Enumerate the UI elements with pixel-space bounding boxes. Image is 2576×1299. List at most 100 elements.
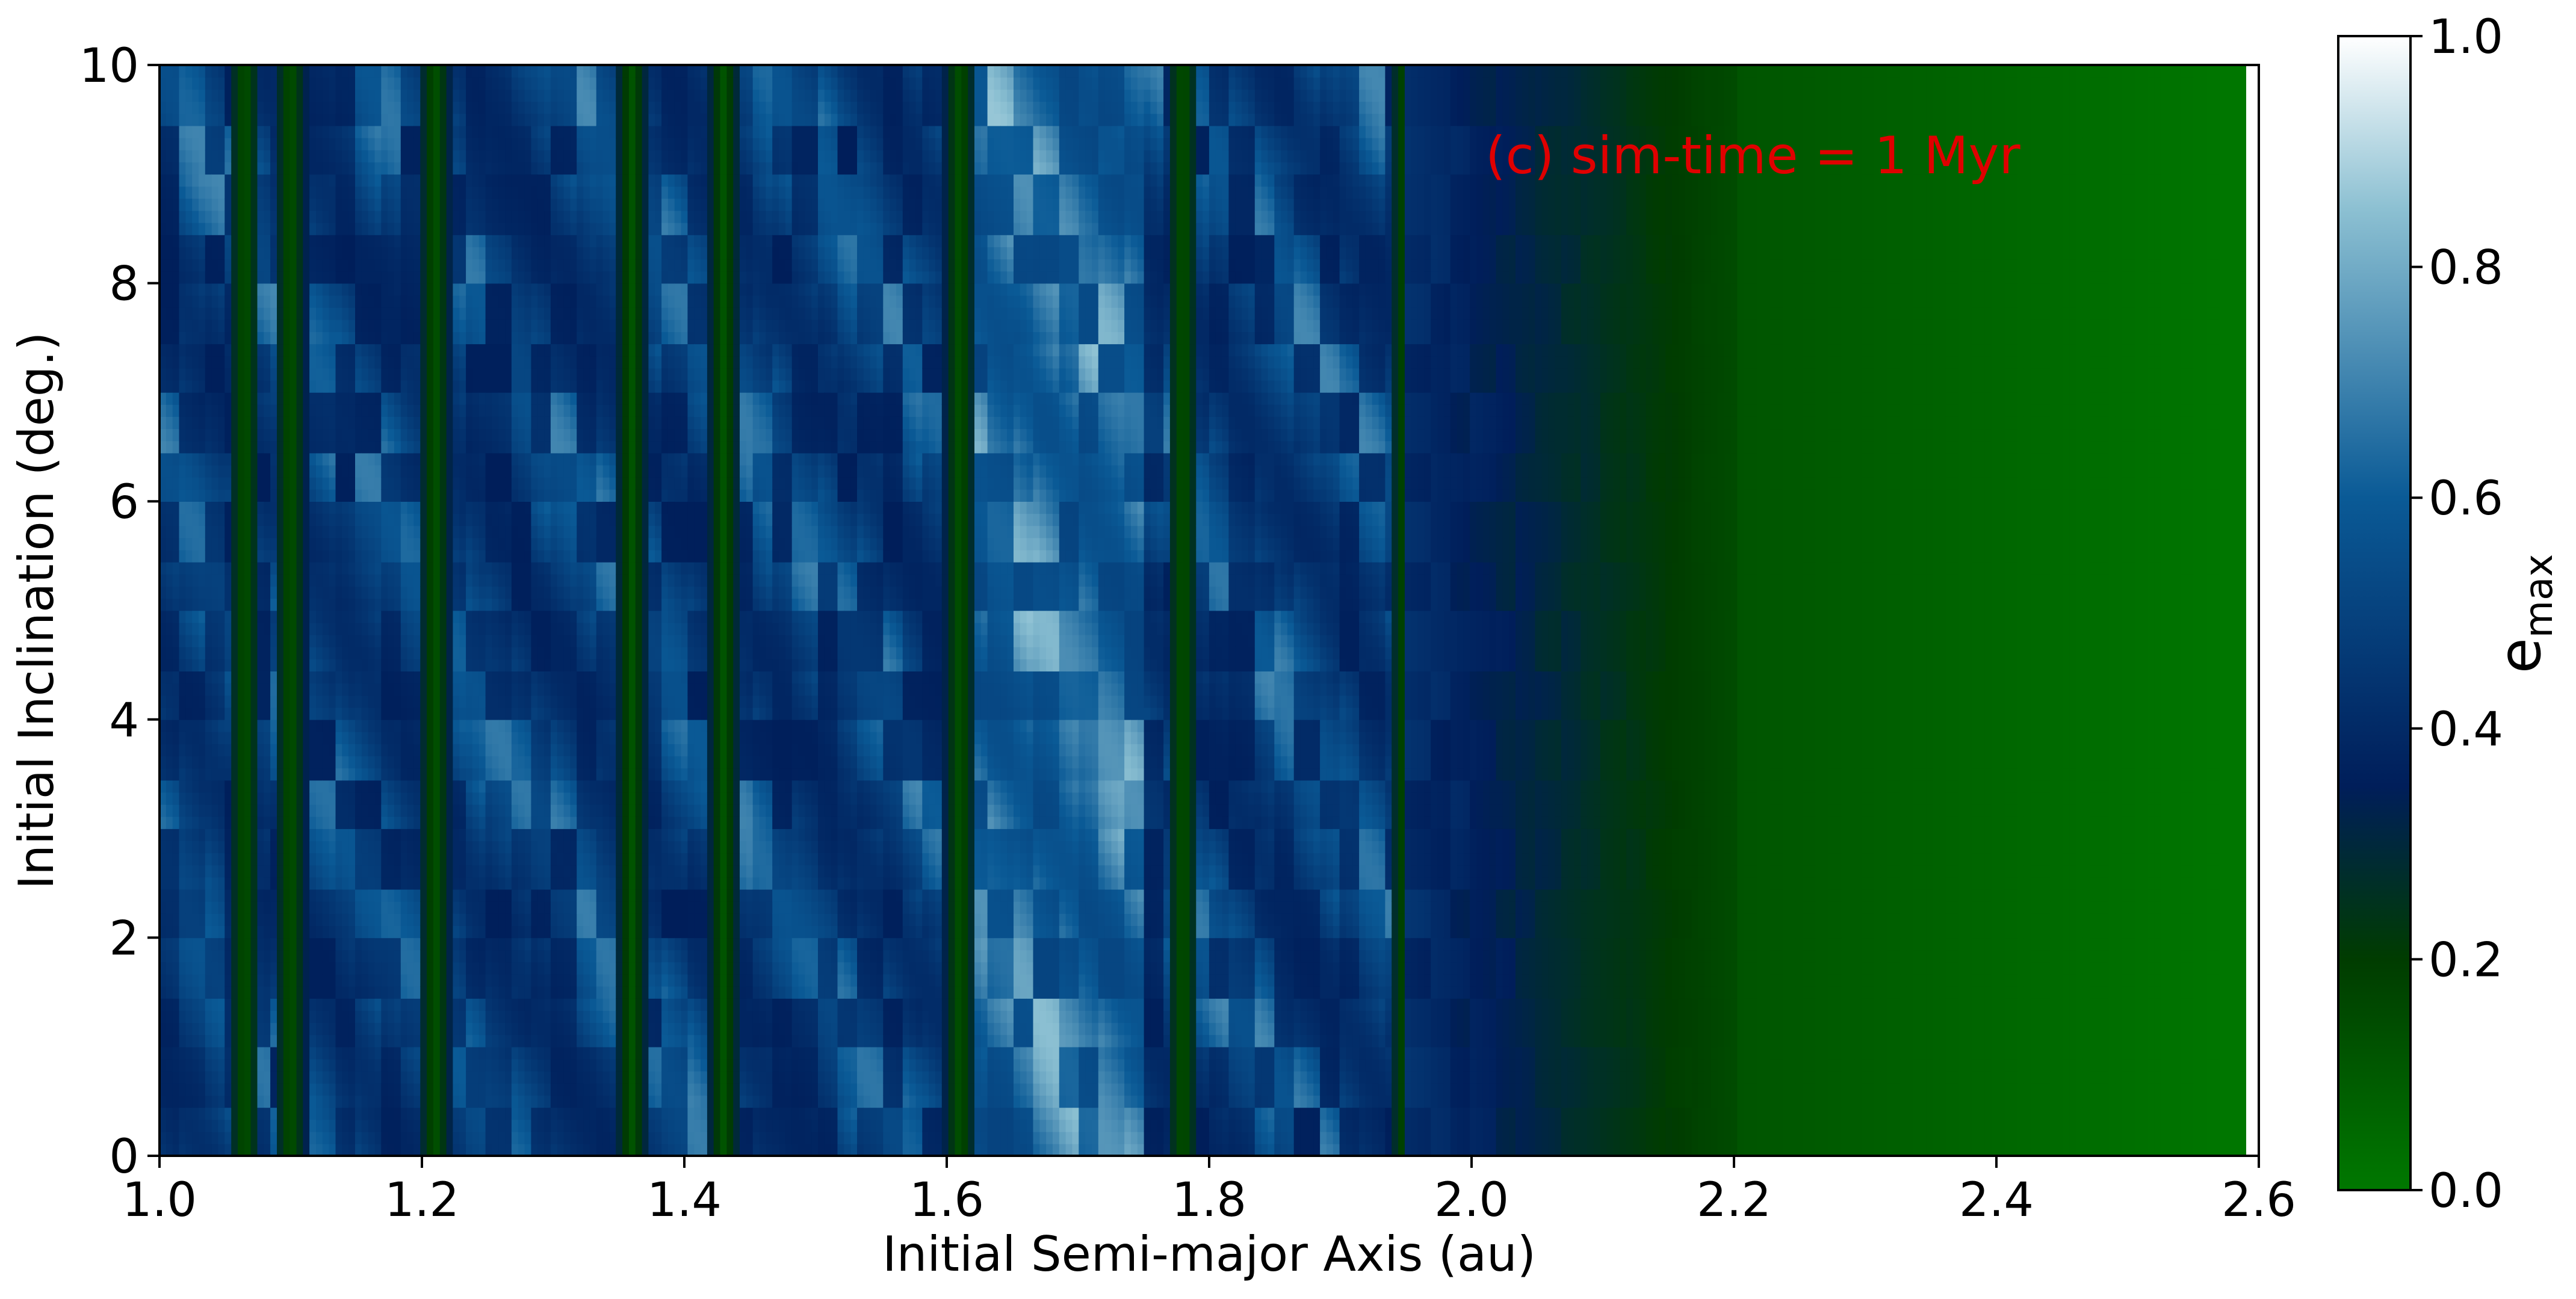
heatmap-cell	[231, 611, 238, 623]
heatmap-cell	[518, 853, 525, 865]
heatmap-cell	[413, 647, 421, 659]
heatmap-cell	[231, 1022, 238, 1035]
heatmap-cell	[401, 550, 408, 563]
heatmap-cell	[427, 1035, 434, 1048]
heatmap-cell	[486, 356, 493, 369]
heatmap-cell	[192, 586, 199, 599]
heatmap-cell	[303, 513, 310, 526]
heatmap-cell	[407, 586, 415, 599]
heatmap-cell	[362, 307, 369, 320]
heatmap-cell	[316, 380, 323, 393]
heatmap-cell	[316, 804, 323, 817]
heatmap-cell	[264, 368, 271, 381]
heatmap-cell	[388, 416, 395, 429]
heatmap-cell	[316, 101, 323, 114]
heatmap-cell	[342, 671, 349, 683]
heatmap-cell	[224, 162, 232, 174]
heatmap-cell	[486, 307, 493, 320]
heatmap-cell	[258, 925, 265, 938]
heatmap-cell	[394, 404, 401, 417]
heatmap-cell	[205, 962, 212, 975]
heatmap-cell	[323, 259, 330, 271]
heatmap-cell	[270, 841, 277, 853]
heatmap-cell	[486, 889, 493, 902]
heatmap-cell	[433, 259, 441, 271]
heatmap-cell	[205, 1071, 212, 1084]
heatmap-cell	[498, 1071, 506, 1084]
heatmap-cell	[381, 1035, 388, 1048]
heatmap-cell	[466, 126, 473, 138]
heatmap-cell	[472, 647, 480, 659]
heatmap-cell	[270, 174, 277, 187]
heatmap-cell	[218, 550, 226, 563]
heatmap-cell	[290, 635, 297, 647]
heatmap-cell	[199, 1047, 206, 1060]
heatmap-cell	[433, 1035, 441, 1048]
heatmap-cell	[486, 1059, 493, 1072]
heatmap-cell	[258, 271, 265, 284]
heatmap-cell	[258, 465, 265, 478]
heatmap-cell	[218, 1095, 226, 1108]
heatmap-cell	[231, 925, 238, 938]
heatmap-cell	[297, 925, 304, 938]
heatmap-cell	[381, 792, 388, 805]
heatmap-cell	[218, 271, 226, 284]
heatmap-cell	[420, 1010, 427, 1023]
heatmap-cell	[238, 986, 245, 999]
heatmap-cell	[199, 708, 206, 720]
heatmap-cell	[185, 708, 193, 720]
heatmap-cell	[218, 295, 226, 308]
heatmap-cell	[297, 453, 304, 466]
heatmap-cell	[413, 623, 421, 635]
heatmap-cell	[277, 126, 284, 138]
heatmap-cell	[486, 211, 493, 223]
heatmap-cell	[336, 65, 343, 78]
heatmap-cell	[362, 1035, 369, 1048]
heatmap-cell	[258, 344, 265, 356]
heatmap-cell	[453, 65, 460, 78]
heatmap-cell	[199, 332, 206, 344]
heatmap-cell	[264, 901, 271, 914]
heatmap-cell	[336, 647, 343, 659]
heatmap-cell	[433, 356, 441, 369]
heatmap-cell	[173, 77, 180, 90]
heatmap-cell	[486, 998, 493, 1011]
heatmap-cell	[459, 696, 466, 708]
heatmap-cell	[342, 574, 349, 587]
heatmap-cell	[355, 235, 362, 247]
heatmap-cell	[447, 841, 454, 853]
heatmap-cell	[264, 392, 271, 405]
heatmap-cell	[447, 986, 454, 999]
heatmap-cell	[212, 211, 219, 223]
heatmap-cell	[290, 465, 297, 478]
heatmap-cell	[258, 368, 265, 381]
heatmap-cell	[368, 295, 376, 308]
heatmap-cell	[342, 744, 349, 756]
heatmap-cell	[355, 1022, 362, 1035]
heatmap-cell	[277, 441, 284, 454]
heatmap-cell	[512, 574, 519, 587]
heatmap-cell	[290, 1010, 297, 1023]
heatmap-cell	[212, 404, 219, 417]
heatmap-cell	[323, 344, 330, 356]
heatmap-cell	[179, 404, 187, 417]
heatmap-cell	[342, 404, 349, 417]
heatmap-cell	[440, 392, 447, 405]
heatmap-cell	[472, 416, 480, 429]
heatmap-cell	[251, 1083, 258, 1096]
heatmap-cell	[166, 1144, 173, 1156]
heatmap-cell	[427, 1095, 434, 1108]
heatmap-cell	[453, 696, 460, 708]
heatmap-cell	[440, 598, 447, 611]
heatmap-cell	[303, 550, 310, 563]
heatmap-cell	[224, 756, 232, 768]
heatmap-cell	[270, 465, 277, 478]
heatmap-cell	[420, 416, 427, 429]
heatmap-cell	[433, 974, 441, 987]
heatmap-cell	[329, 1059, 336, 1072]
heatmap-cell	[270, 877, 277, 890]
heatmap-cell	[479, 962, 486, 975]
heatmap-cell	[224, 925, 232, 938]
heatmap-cell	[303, 611, 310, 623]
heatmap-cell	[381, 720, 388, 732]
